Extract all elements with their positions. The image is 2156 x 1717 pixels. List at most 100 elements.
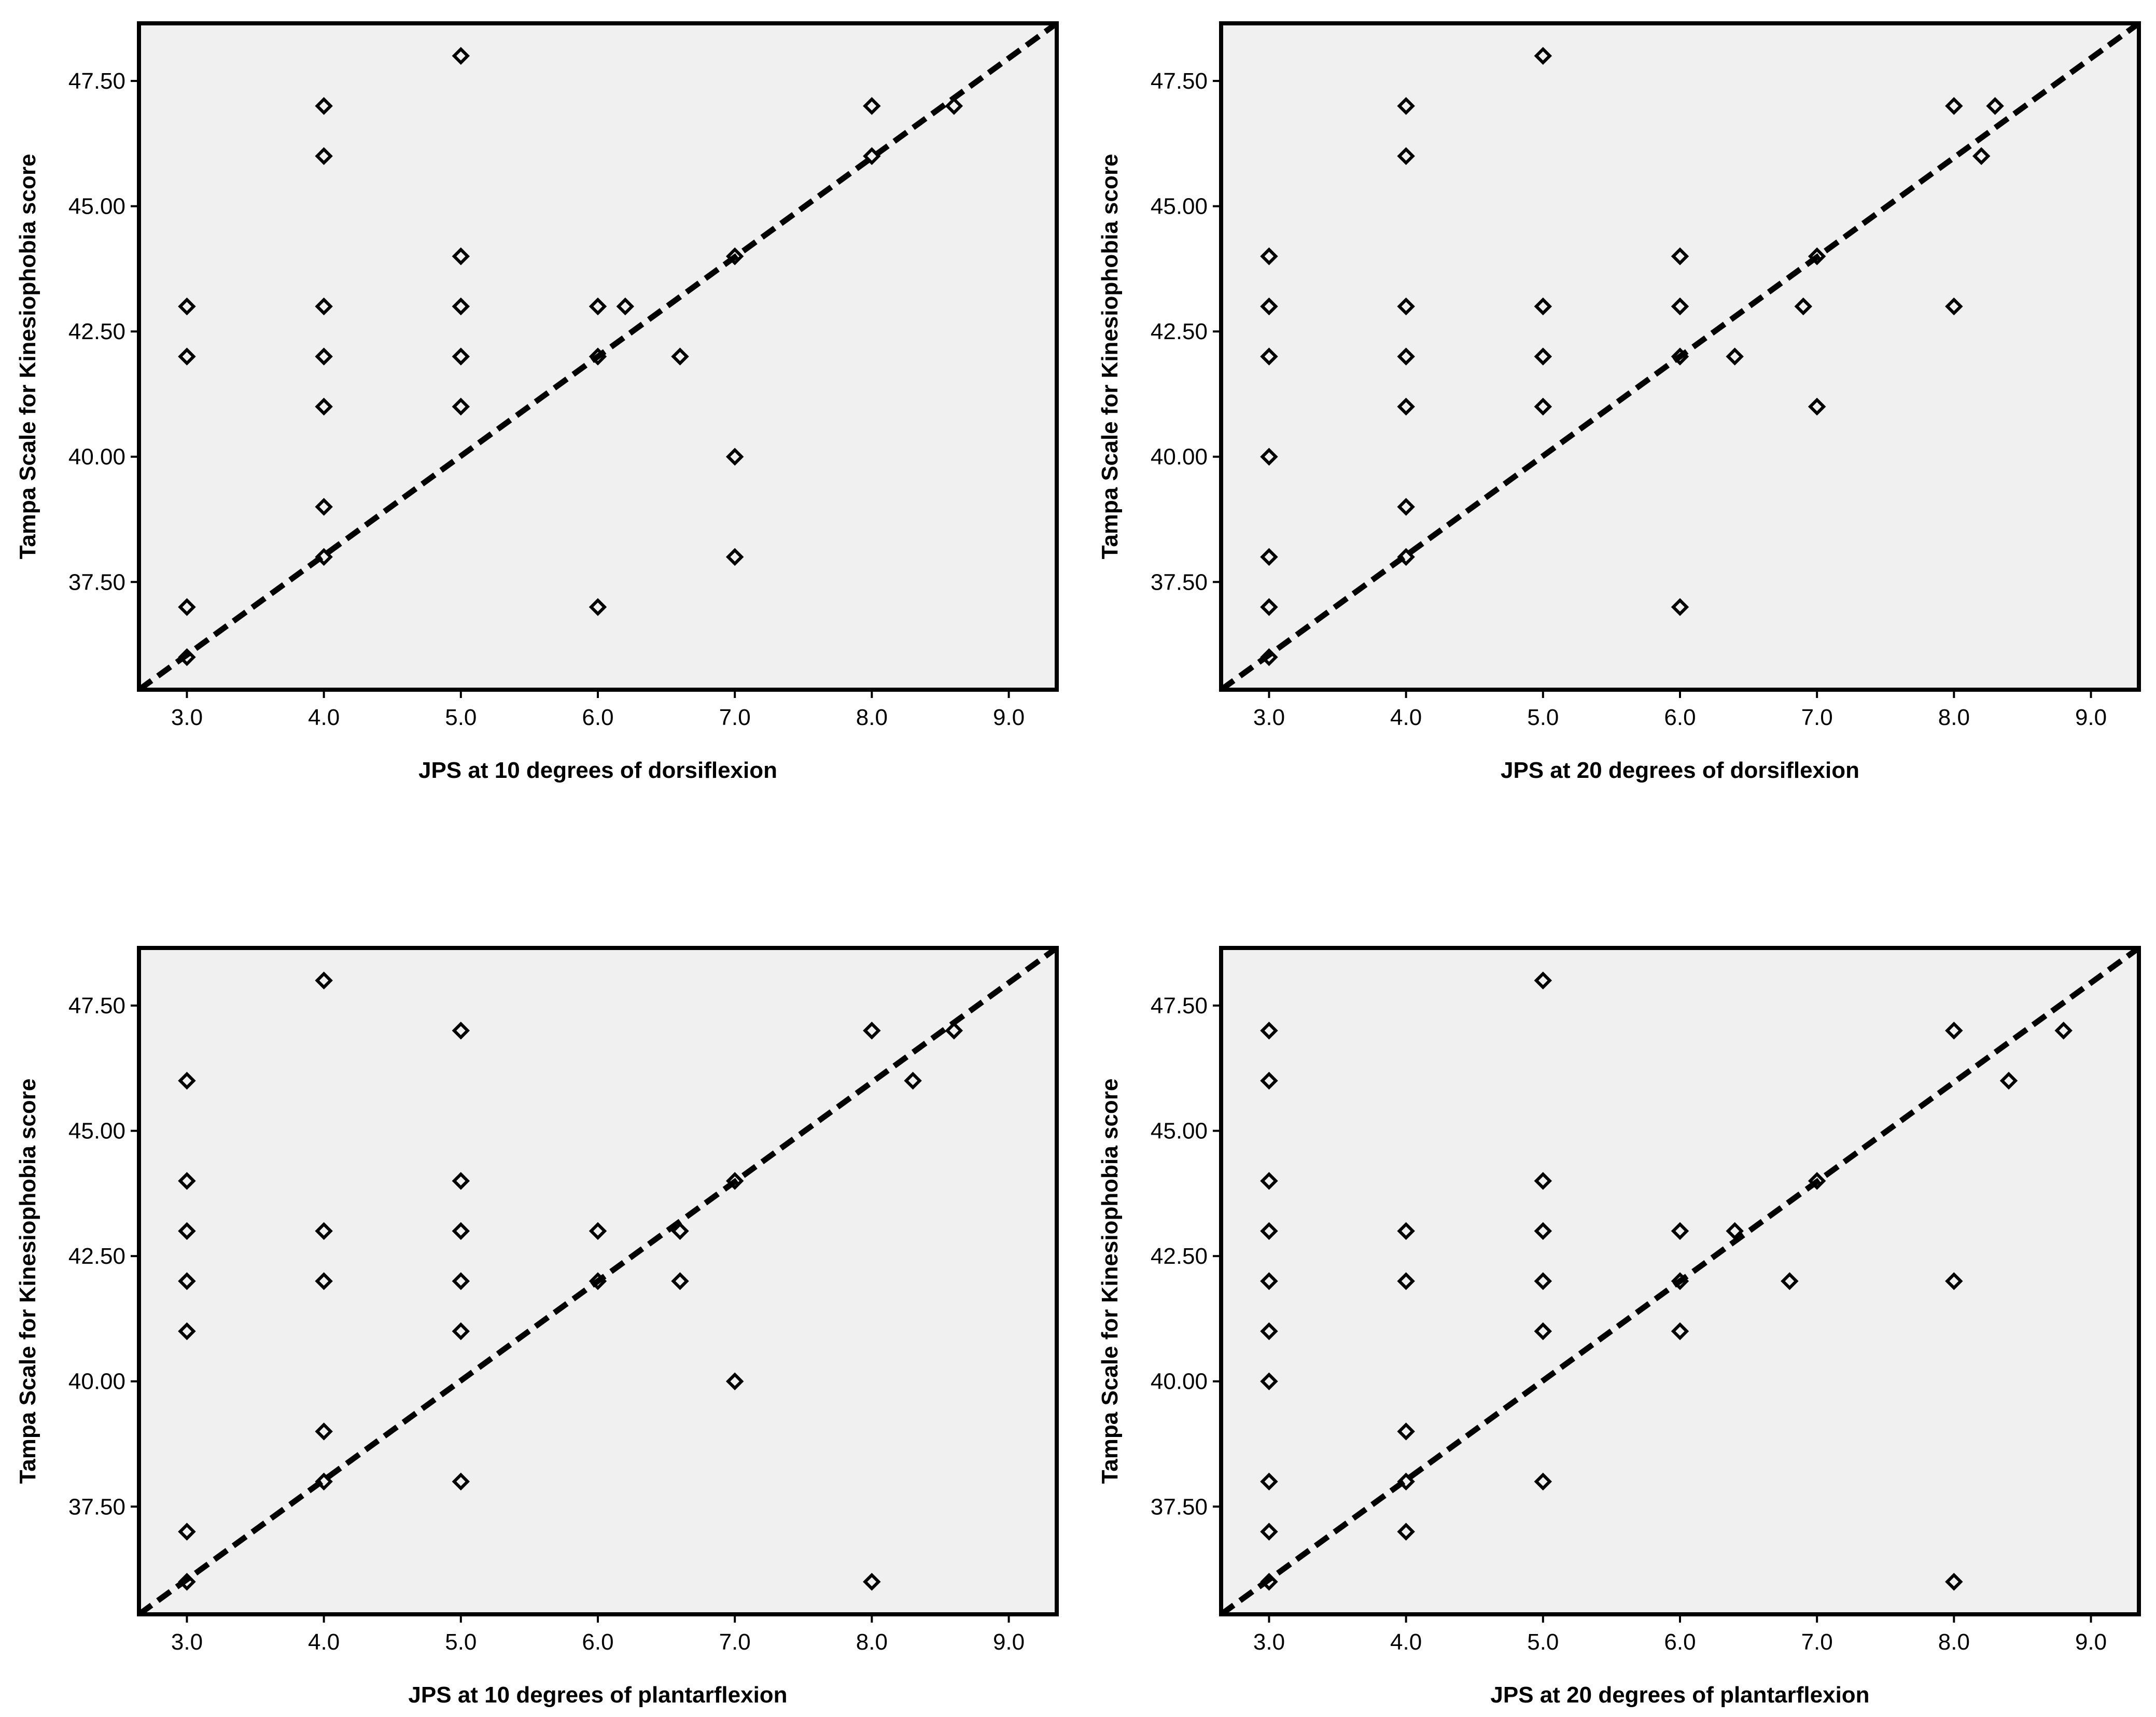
data-point — [178, 1222, 196, 1240]
data-point — [1671, 247, 1689, 266]
data-point — [1808, 247, 1826, 266]
reference-line — [1221, 948, 2139, 1614]
data-point — [1671, 598, 1689, 616]
y-tick-label: 37.50 — [68, 1494, 125, 1519]
data-point — [1945, 1022, 1963, 1040]
data-point — [452, 1322, 470, 1341]
data-point — [1260, 1372, 1278, 1390]
data-point — [1671, 1272, 1689, 1290]
y-tick-label: 42.50 — [1151, 1244, 1208, 1269]
data-point — [945, 97, 963, 115]
data-point — [1534, 347, 1552, 366]
data-point — [1397, 347, 1415, 366]
data-point — [945, 1022, 963, 1040]
data-point — [452, 397, 470, 416]
x-axis-title: JPS at 20 degrees of dorsiflexion — [1501, 758, 1859, 783]
x-tick-label: 6.0 — [1664, 705, 1696, 730]
data-point — [671, 1222, 689, 1240]
data-point — [315, 297, 333, 316]
data-point — [1260, 247, 1278, 266]
data-point — [616, 297, 635, 316]
data-point — [2054, 1022, 2073, 1040]
data-point — [315, 548, 333, 566]
data-point — [315, 347, 333, 366]
data-point — [863, 97, 881, 115]
scatter-panel-2: 3.0 4.0 5.0 6.0 7.0 8.0 9.0 37.50 40.00 42.50 45.0… — [1097, 21, 2141, 783]
x-tick-label: 7.0 — [1801, 1629, 1833, 1655]
data-point — [315, 1472, 333, 1491]
x-tick-label: 9.0 — [993, 1629, 1025, 1655]
x-tick-label: 9.0 — [2075, 705, 2107, 730]
x-tick-label: 9.0 — [2075, 1629, 2107, 1655]
data-point — [1260, 1472, 1278, 1491]
data-point — [1397, 97, 1415, 115]
data-point — [178, 1172, 196, 1190]
y-tick-label: 42.50 — [68, 1244, 125, 1269]
data-point — [904, 1071, 922, 1090]
data-point — [1260, 297, 1278, 316]
y-tick-label: 40.00 — [1151, 444, 1208, 470]
y-tick-label: 40.00 — [1151, 1369, 1208, 1394]
data-point — [1972, 147, 1991, 165]
data-point — [725, 448, 744, 466]
data-point — [1397, 1422, 1415, 1441]
data-point — [1945, 97, 1963, 115]
data-point — [1671, 1222, 1689, 1240]
data-point — [315, 147, 333, 165]
x-tick-label: 3.0 — [171, 705, 203, 730]
data-point — [1534, 297, 1552, 316]
data-point — [1260, 448, 1278, 466]
data-point — [1397, 498, 1415, 516]
reference-line — [139, 23, 1057, 690]
data-point — [1397, 297, 1415, 316]
data-point — [178, 1071, 196, 1090]
data-point — [863, 147, 881, 165]
data-point — [315, 97, 333, 115]
x-tick-label: 4.0 — [1390, 1629, 1422, 1655]
x-tick-label: 5.0 — [445, 705, 477, 730]
data-point — [589, 1272, 607, 1290]
data-point — [178, 1523, 196, 1541]
x-tick-label: 6.0 — [582, 705, 613, 730]
data-point — [589, 598, 607, 616]
data-point — [725, 1172, 744, 1190]
y-tick-label: 40.00 — [68, 444, 125, 470]
x-tick-label: 8.0 — [1938, 1629, 1970, 1655]
data-point — [863, 1022, 881, 1040]
scatter-panel-3: 3.0 4.0 5.0 6.0 7.0 8.0 9.0 37.50 40.00 42.50 45.0… — [15, 946, 1059, 1708]
x-tick-label: 8.0 — [856, 1629, 888, 1655]
data-point — [315, 1422, 333, 1441]
x-tick-label: 7.0 — [719, 705, 751, 730]
data-point — [178, 598, 196, 616]
x-tick-label: 9.0 — [993, 705, 1025, 730]
data-point — [1726, 1222, 1744, 1240]
y-tick-label: 40.00 — [68, 1369, 125, 1394]
y-tick-label: 47.50 — [68, 993, 125, 1018]
data-point — [1397, 397, 1415, 416]
y-tick-label: 37.50 — [68, 569, 125, 595]
y-axis-title: Tampa Scale for Kinesiophobia score — [15, 1079, 40, 1484]
data-point — [1397, 1523, 1415, 1541]
data-point — [1260, 548, 1278, 566]
x-tick-label: 3.0 — [1253, 705, 1285, 730]
data-point — [1260, 1071, 1278, 1090]
x-axis-title: JPS at 10 degrees of dorsiflexion — [418, 758, 777, 783]
y-axis-title: Tampa Scale for Kinesiophobia score — [15, 154, 40, 560]
data-point — [178, 1272, 196, 1290]
data-point — [452, 1272, 470, 1290]
data-point — [178, 1322, 196, 1341]
data-point — [1260, 1272, 1278, 1290]
y-tick-label: 45.00 — [1151, 1119, 1208, 1144]
data-point — [1808, 397, 1826, 416]
data-point — [178, 297, 196, 316]
data-point — [1945, 297, 1963, 316]
y-axis-title: Tampa Scale for Kinesiophobia score — [1097, 1079, 1123, 1484]
x-tick-label: 3.0 — [171, 1629, 203, 1655]
x-tick-label: 6.0 — [582, 1629, 613, 1655]
data-point — [671, 347, 689, 366]
data-point — [1781, 1272, 1799, 1290]
y-tick-label: 47.50 — [1151, 68, 1208, 94]
data-point — [178, 347, 196, 366]
reference-line — [1221, 23, 2139, 690]
